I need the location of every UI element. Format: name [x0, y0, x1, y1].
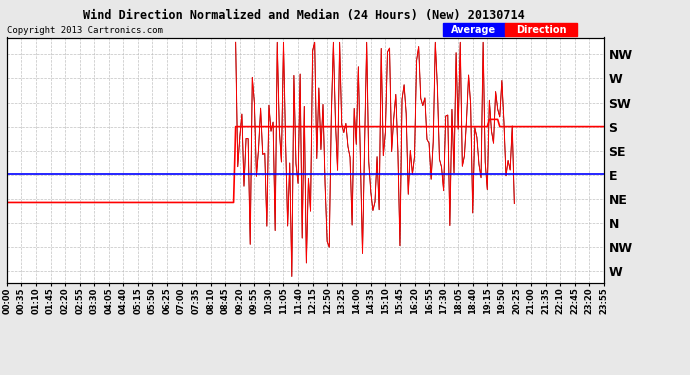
Text: Direction: Direction — [516, 24, 566, 34]
FancyBboxPatch shape — [505, 23, 577, 36]
Text: Copyright 2013 Cartronics.com: Copyright 2013 Cartronics.com — [8, 26, 164, 35]
FancyBboxPatch shape — [442, 23, 505, 36]
Text: Average: Average — [451, 24, 497, 34]
Text: Wind Direction Normalized and Median (24 Hours) (New) 20130714: Wind Direction Normalized and Median (24… — [83, 9, 524, 22]
